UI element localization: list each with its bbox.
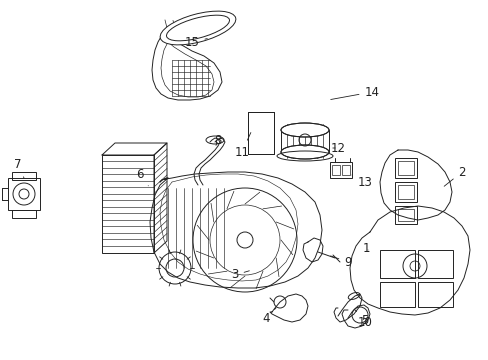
Ellipse shape	[281, 145, 328, 159]
Text: 5: 5	[354, 310, 368, 327]
Bar	[329, 162, 351, 178]
Text: 14: 14	[330, 85, 379, 99]
Text: 15: 15	[184, 36, 207, 49]
Bar	[394, 182, 416, 202]
Bar	[247, 112, 273, 154]
Text: 12: 12	[330, 141, 345, 154]
Bar	[8, 178, 40, 210]
Text: 4: 4	[262, 308, 275, 324]
Text: 7: 7	[14, 158, 24, 178]
Bar	[12, 210, 36, 218]
Ellipse shape	[160, 11, 235, 45]
Bar	[247, 112, 273, 154]
Bar	[331, 165, 339, 175]
Bar	[394, 158, 416, 178]
Ellipse shape	[281, 123, 328, 137]
Text: 6: 6	[136, 168, 148, 186]
Bar	[394, 206, 416, 224]
Bar	[12, 172, 36, 180]
Text: 11: 11	[234, 132, 250, 158]
Text: 9: 9	[330, 256, 351, 269]
Bar	[417, 250, 452, 278]
Text: 1: 1	[362, 242, 369, 255]
Bar	[102, 155, 154, 253]
Text: 2: 2	[443, 166, 465, 186]
Bar	[417, 282, 452, 307]
Text: 13: 13	[351, 175, 372, 189]
Bar	[397, 185, 413, 199]
Text: 3: 3	[231, 269, 249, 282]
Bar	[397, 161, 413, 175]
Bar	[341, 165, 349, 175]
Bar	[379, 282, 414, 307]
Bar	[379, 250, 414, 278]
Bar	[397, 209, 413, 221]
Text: 8: 8	[214, 134, 221, 147]
Text: 10: 10	[357, 315, 372, 328]
